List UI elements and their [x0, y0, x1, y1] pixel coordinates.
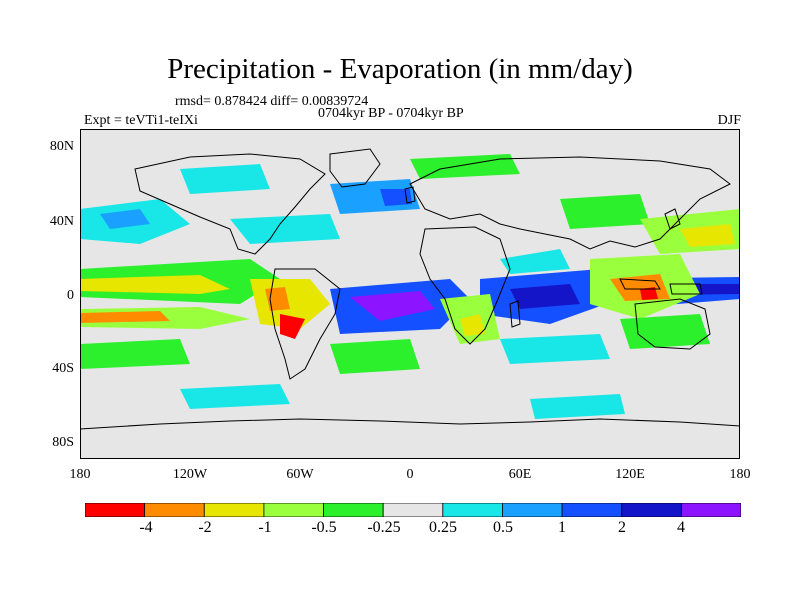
colorbar-label: -0.5 [311, 519, 337, 536]
anomaly-region [560, 194, 650, 229]
coastline-africa [419, 226, 511, 345]
colorbar-swatch [502, 503, 563, 517]
lat-label: 80N [49, 139, 74, 154]
colorbar-swatch [621, 503, 682, 517]
anomaly-field [80, 154, 740, 419]
coastline-north-america [134, 153, 326, 255]
anomaly-region [460, 314, 485, 336]
anomaly-region [380, 189, 412, 206]
lon-label: 60E [508, 467, 532, 482]
coastline-australia [634, 298, 711, 350]
coastline-madagascar [509, 300, 521, 328]
anomaly-region [80, 339, 190, 369]
colorbar-label: 2 [618, 519, 626, 536]
coastline-indonesia [619, 278, 661, 290]
anomaly-region [280, 314, 305, 339]
lat-label: 40S [52, 361, 74, 376]
anomaly-region [100, 209, 150, 229]
coastline-uk [404, 186, 416, 204]
anomaly-region [620, 314, 710, 349]
colorbar-label: -2 [198, 519, 212, 536]
season-label: DJF [717, 113, 741, 128]
anomaly-region [330, 339, 420, 374]
map-frame [80, 129, 740, 459]
colorbar-swatch [85, 503, 146, 517]
colorbar-label: -0.25 [367, 519, 401, 536]
coastline-greenland [329, 148, 381, 188]
anomaly-region [500, 334, 610, 364]
anomaly-region [80, 275, 230, 294]
colorbar-swatch [680, 503, 741, 517]
plot-title: Precipitation - Evaporation (in mm/day) [167, 53, 633, 85]
anomaly-region [330, 179, 420, 214]
anomaly-region [350, 291, 435, 321]
colorbar-swatch [442, 503, 503, 517]
anomaly-region [230, 214, 340, 244]
colorbar-swatch [561, 503, 623, 517]
anomaly-region [500, 249, 570, 274]
lat-label: 0 [67, 288, 74, 303]
lat-label: 80S [52, 435, 74, 450]
colorbar-swatch [203, 503, 265, 517]
colorbar-label: -4 [139, 519, 153, 536]
lon-label: 120E [615, 467, 645, 482]
lon-label: 180 [729, 467, 751, 482]
coastline-south-america [269, 268, 341, 380]
anomaly-region [80, 311, 170, 323]
lon-label: 180 [69, 467, 91, 482]
colorbar-swatch [382, 503, 444, 517]
anomaly-region [180, 164, 270, 194]
lat-label: 40N [49, 214, 74, 229]
colorbar-label: 0.5 [493, 519, 513, 536]
lon-label: 60W [286, 467, 314, 482]
colorbar-swatch [144, 503, 205, 517]
colorbar-swatch [323, 503, 384, 517]
coastline-antarctica [80, 418, 740, 430]
coastlines [80, 148, 740, 430]
colorbar-label: 4 [677, 519, 685, 536]
anomaly-region [640, 287, 658, 300]
colorbar-label: 0.25 [429, 519, 457, 536]
colorbar [85, 503, 741, 517]
lon-label: 0 [406, 467, 414, 482]
lon-label: 120W [172, 467, 208, 482]
map-plot [80, 129, 740, 459]
colorbar-swatch [263, 503, 324, 517]
colorbar-label: -1 [258, 519, 272, 536]
experiment-label: Expt = teVTi1-teIXi [84, 113, 198, 128]
colorbar-label: 1 [558, 519, 566, 536]
stats-text: rmsd= 0.878424 diff= 0.00839724 [175, 94, 369, 109]
coastline-eurasia [409, 156, 731, 250]
anomaly-region [510, 284, 580, 309]
coastline-japan [664, 208, 681, 230]
anomaly-region [530, 394, 625, 419]
coastline-new-guinea [669, 283, 703, 295]
period-text: 0704kyr BP - 0704kyr BP [318, 106, 464, 121]
anomaly-region [680, 224, 735, 247]
anomaly-region [180, 384, 290, 409]
